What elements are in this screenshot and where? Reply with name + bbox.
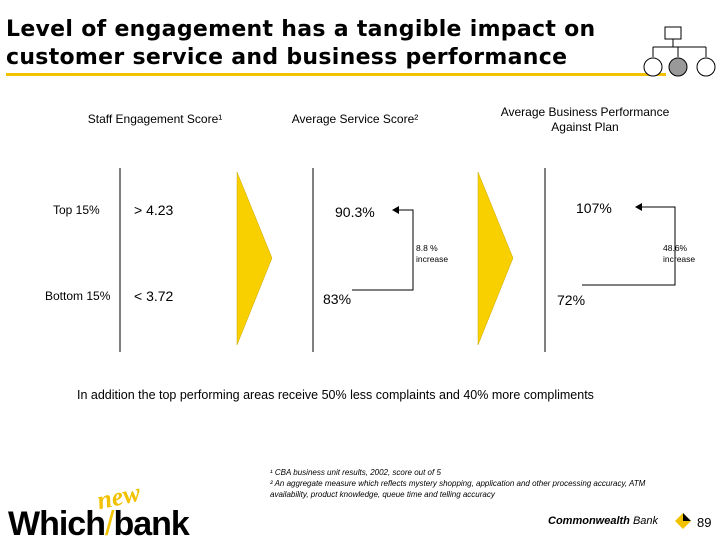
header-business-line-2: Against Plan [551, 120, 619, 134]
logo-bank-text: bank [113, 505, 189, 543]
service-bottom-value: 83% [323, 291, 352, 307]
service-connector [352, 209, 414, 291]
business-bottom-value: 72% [557, 292, 586, 308]
title-line-2: customer service and business performanc… [6, 45, 568, 70]
engagement-bottom-score: < 3.72 [134, 288, 174, 304]
business-connector-arrowhead [635, 203, 642, 211]
arrow-2 [477, 171, 514, 346]
business-connector [582, 206, 676, 286]
diamond-logo-icon [675, 513, 691, 529]
logo-which-bank: Which/bank [8, 505, 190, 544]
footnote-3: availability, product knowledge, queue t… [270, 490, 495, 499]
page-title: Level of engagement has a tangible impac… [6, 16, 595, 72]
header-service: Average Service Score² [291, 112, 419, 126]
service-increase-word: increase [416, 254, 449, 264]
header-business-line-1: Average Business Performance [500, 105, 670, 119]
business-top-value: 107% [576, 200, 612, 216]
org-chart-icon [643, 26, 716, 77]
footnote-2: ² An aggregate measure which reflects my… [270, 479, 646, 488]
brand-bank: Bank [632, 515, 659, 527]
service-increase: 8.8 % increase [416, 243, 448, 265]
commonwealth-bank-logo: Commonwealth Bank [548, 515, 658, 527]
header-engagement: Staff Engagement Score¹ [87, 112, 223, 126]
service-top-value: 90.3% [335, 204, 375, 220]
title-underline [6, 73, 666, 76]
header-business: Average Business Performance Against Pla… [480, 105, 690, 135]
row-bottom-label: Bottom 15% [45, 289, 111, 303]
footnote-1: ¹ CBA business unit results, 2002, score… [270, 468, 441, 477]
page-number: 89 [697, 515, 712, 530]
brand-commonwealth: Commonwealth [548, 515, 630, 527]
business-increase-value: 48.6% [663, 243, 688, 253]
footnotes: ¹ CBA business unit results, 2002, score… [270, 467, 645, 500]
logo-which-text: Which [8, 505, 106, 543]
business-increase-word: increase [663, 254, 696, 264]
engagement-top-score: > 4.23 [134, 202, 174, 218]
title-line-1: Level of engagement has a tangible impac… [6, 17, 596, 42]
row-top-label: Top 15% [53, 203, 100, 217]
business-increase: 48.6% increase [663, 243, 695, 265]
service-increase-value: 8.8 % [416, 243, 438, 253]
note-text: In addition the top performing areas rec… [77, 388, 594, 402]
service-connector-arrowhead [392, 206, 399, 214]
logo-slash: / [104, 505, 115, 543]
arrow-1 [236, 171, 273, 346]
